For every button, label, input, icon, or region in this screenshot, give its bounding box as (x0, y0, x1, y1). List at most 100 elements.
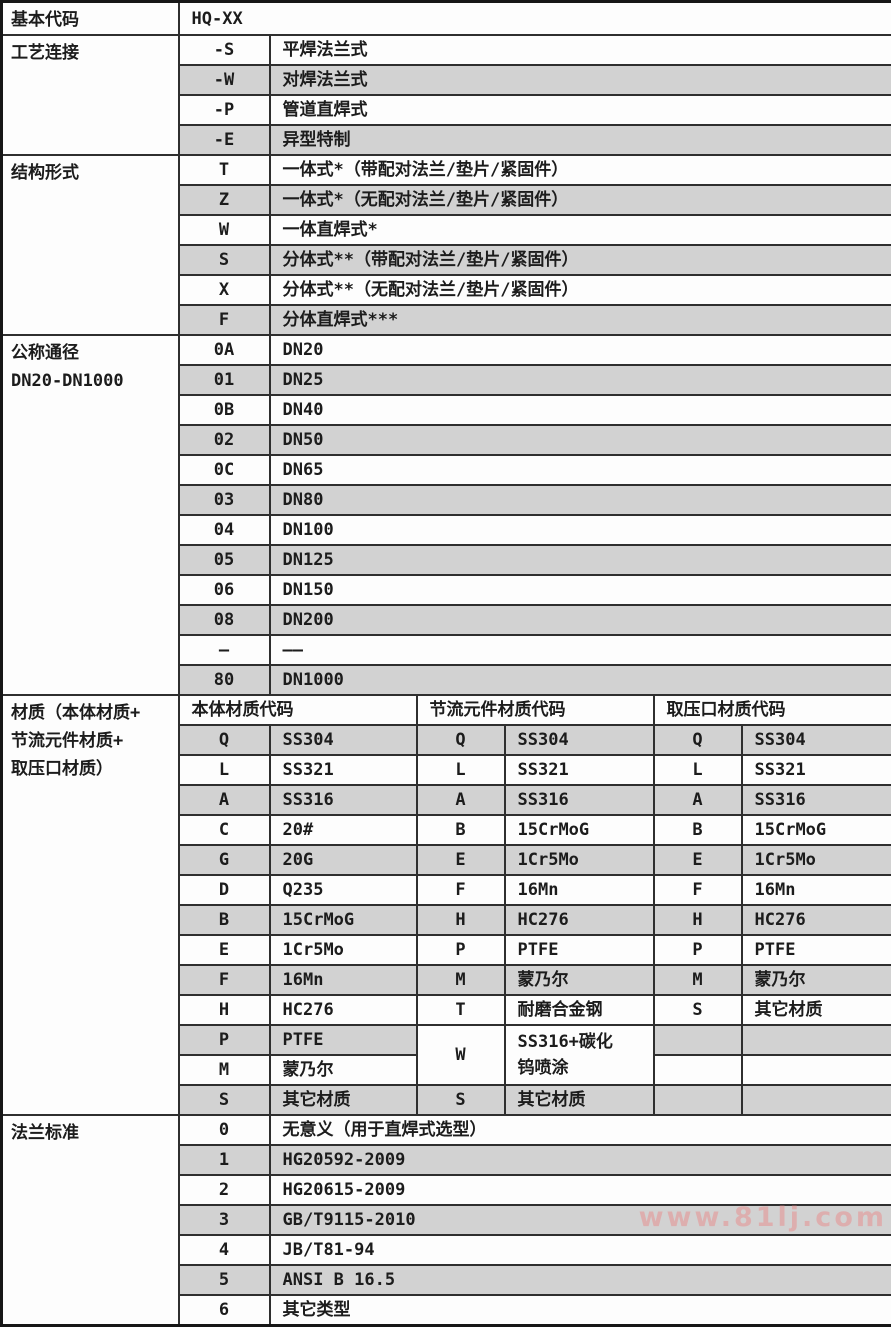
description-cell: HG20592-2009 (270, 1145, 891, 1175)
description-cell: HG20615-2009 (270, 1175, 891, 1205)
code-cell: L (654, 755, 742, 785)
code-cell: P (179, 1025, 270, 1055)
code-cell: — (179, 635, 270, 665)
code-cell: 02 (179, 425, 270, 455)
section-label-structure-type: 结构形式 (2, 155, 179, 335)
code-cell: Q (654, 725, 742, 755)
description-cell: 无意义（用于直焊式选型） (270, 1115, 891, 1145)
description-cell: 一体式*（带配对法兰/垫片/紧固件） (270, 155, 891, 185)
code-cell: L (417, 755, 505, 785)
code-cell: D (179, 875, 270, 905)
description-cell: 16Mn (742, 875, 891, 905)
description-cell: 平焊法兰式 (270, 35, 891, 65)
description-cell: —— (270, 635, 891, 665)
code-cell: 0 (179, 1115, 270, 1145)
description-cell: 1Cr5Mo (270, 935, 417, 965)
code-cell: S (179, 1085, 270, 1115)
description-cell: SS321 (505, 755, 654, 785)
description-cell: DN80 (270, 485, 891, 515)
code-cell: S (417, 1085, 505, 1115)
description-cell: Q235 (270, 875, 417, 905)
description-cell: 15CrMoG (742, 815, 891, 845)
description-cell: SS316 (742, 785, 891, 815)
description-cell: 一体直焊式* (270, 215, 891, 245)
section-label-basic-code: 基本代码 (2, 2, 179, 36)
description-cell: 其它材质 (505, 1085, 654, 1115)
description-cell: SS316+碳化 钨喷涂 (505, 1025, 654, 1085)
code-cell: M (179, 1055, 270, 1085)
description-cell (742, 1025, 891, 1055)
code-cell: 05 (179, 545, 270, 575)
section-label-process-connection: 工艺连接 (2, 35, 179, 155)
description-cell (742, 1085, 891, 1115)
description-cell: ANSI B 16.5 (270, 1265, 891, 1295)
description-cell: DN20 (270, 335, 891, 365)
code-cell: F (179, 305, 270, 335)
description-cell: 1Cr5Mo (742, 845, 891, 875)
code-cell: 1 (179, 1145, 270, 1175)
code-cell: H (417, 905, 505, 935)
description-cell: SS316 (505, 785, 654, 815)
description-cell: DN25 (270, 365, 891, 395)
code-cell: 01 (179, 365, 270, 395)
description-cell: 管道直焊式 (270, 95, 891, 125)
code-cell: P (417, 935, 505, 965)
description-cell: DN200 (270, 605, 891, 635)
code-cell: 0A (179, 335, 270, 365)
code-cell: E (179, 935, 270, 965)
code-cell: Z (179, 185, 270, 215)
description-cell: 节流元件材质代码 (417, 695, 654, 725)
code-cell: G (179, 845, 270, 875)
description-cell: 20G (270, 845, 417, 875)
table-row: 材质（本体材质+ 节流元件材质+ 取压口材质）本体材质代码节流元件材质代码取压口… (2, 695, 891, 725)
description-cell (742, 1055, 891, 1085)
section-label-nominal-diameter: 公称通径 DN20-DN1000 (2, 335, 179, 695)
code-cell: S (179, 245, 270, 275)
code-cell: 08 (179, 605, 270, 635)
description-cell: 蒙乃尔 (505, 965, 654, 995)
description-cell: HC276 (742, 905, 891, 935)
description-cell: SS304 (505, 725, 654, 755)
description-cell: 本体材质代码 (179, 695, 417, 725)
code-cell (654, 1085, 742, 1115)
code-cell: B (654, 815, 742, 845)
code-cell: 4 (179, 1235, 270, 1265)
description-cell: 蒙乃尔 (742, 965, 891, 995)
code-cell: W (417, 1025, 505, 1085)
code-cell: -W (179, 65, 270, 95)
code-cell: 3 (179, 1205, 270, 1235)
description-cell: DN100 (270, 515, 891, 545)
description-cell: 分体式**（无配对法兰/垫片/紧固件） (270, 275, 891, 305)
code-cell: S (654, 995, 742, 1025)
description-cell: 16Mn (505, 875, 654, 905)
code-cell: -P (179, 95, 270, 125)
description-cell: HC276 (505, 905, 654, 935)
description-cell: 1Cr5Mo (505, 845, 654, 875)
description-cell: GB/T9115-2010 (270, 1205, 891, 1235)
code-cell: 06 (179, 575, 270, 605)
description-cell: 一体式*（无配对法兰/垫片/紧固件） (270, 185, 891, 215)
description-cell: SS321 (270, 755, 417, 785)
description-cell: HQ-XX (179, 2, 891, 36)
description-cell: 分体直焊式*** (270, 305, 891, 335)
description-cell: 耐磨合金钢 (505, 995, 654, 1025)
code-cell: H (179, 995, 270, 1025)
code-cell: 0C (179, 455, 270, 485)
description-cell: DN150 (270, 575, 891, 605)
description-cell: SS316 (270, 785, 417, 815)
description-cell: HC276 (270, 995, 417, 1025)
code-cell: E (654, 845, 742, 875)
code-cell: P (654, 935, 742, 965)
description-cell: SS304 (270, 725, 417, 755)
code-cell: C (179, 815, 270, 845)
code-cell: 03 (179, 485, 270, 515)
description-cell: PTFE (505, 935, 654, 965)
code-cell: 6 (179, 1295, 270, 1326)
code-cell: L (179, 755, 270, 785)
code-cell: 5 (179, 1265, 270, 1295)
code-cell: M (417, 965, 505, 995)
code-cell: F (654, 875, 742, 905)
